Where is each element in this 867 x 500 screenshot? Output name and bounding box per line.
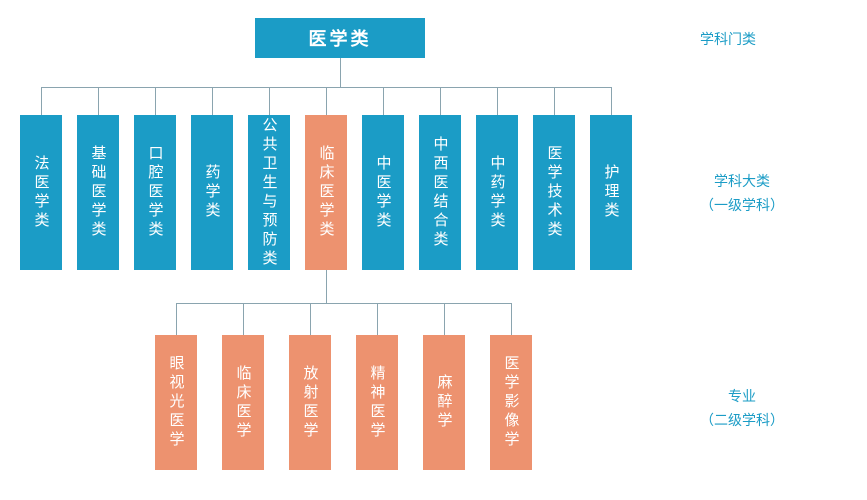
level2-node: 眼视光医学 (155, 335, 197, 470)
level2-node: 临床医学 (222, 335, 264, 470)
connector (310, 303, 311, 336)
level1-node: 中药学类 (476, 115, 518, 270)
level1-node: 医学技术类 (533, 115, 575, 270)
connector (554, 87, 555, 116)
connector (326, 270, 327, 303)
connector (176, 303, 511, 304)
level1-node: 临床医学类 (305, 115, 347, 270)
connector (440, 87, 441, 116)
connector (98, 87, 99, 116)
connector (511, 303, 512, 336)
connector (444, 303, 445, 336)
label-level-2: 专业（二级学科） (700, 385, 784, 433)
level2-node: 医学影像学 (490, 335, 532, 470)
connector (269, 87, 270, 116)
level1-node: 护理类 (590, 115, 632, 270)
root-node: 医学类 (255, 18, 425, 58)
connector (326, 87, 327, 116)
level1-node: 口腔医学类 (134, 115, 176, 270)
level1-node: 药学类 (191, 115, 233, 270)
connector (243, 303, 244, 336)
connector (176, 303, 177, 336)
level1-node: 法医学类 (20, 115, 62, 270)
connector (377, 303, 378, 336)
connector (611, 87, 612, 116)
connector (340, 58, 341, 87)
level1-node: 基础医学类 (77, 115, 119, 270)
label-level-1: 学科大类（一级学科） (700, 170, 784, 218)
level2-node: 精神医学 (356, 335, 398, 470)
level1-node: 中医学类 (362, 115, 404, 270)
connector (41, 87, 42, 116)
connector (383, 87, 384, 116)
level1-node: 中西医结合类 (419, 115, 461, 270)
connector (497, 87, 498, 116)
label-level-0: 学科门类 (700, 28, 756, 52)
connector (155, 87, 156, 116)
level2-node: 放射医学 (289, 335, 331, 470)
connector (212, 87, 213, 116)
level1-node: 公共卫生与预防类 (248, 115, 290, 270)
level2-node: 麻醉学 (423, 335, 465, 470)
